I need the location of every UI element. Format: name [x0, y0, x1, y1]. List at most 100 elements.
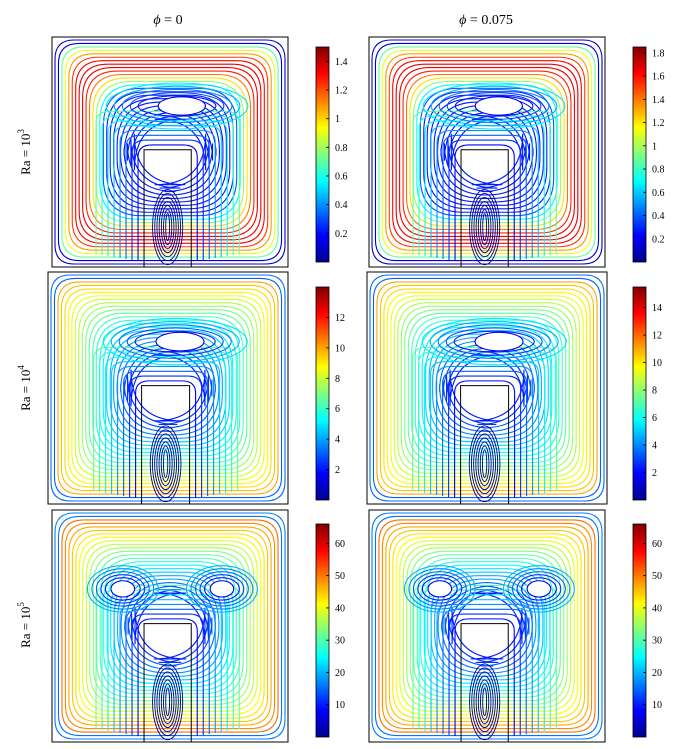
streamline-inner [163, 683, 173, 721]
panel-r2-c1: 10 20 30 40 50 60 [368, 509, 662, 743]
panel-frame [368, 36, 606, 268]
streamline-outer [407, 312, 567, 464]
streamline-outer [106, 91, 234, 213]
panel-frame [47, 271, 289, 505]
streamline-inner [160, 205, 175, 250]
streamline-inner [158, 675, 177, 729]
streamline-vortex [194, 571, 249, 607]
streamline-outer [53, 277, 283, 499]
panel-background [369, 510, 605, 742]
streamline-inner [151, 429, 180, 499]
streamline-outer [89, 547, 251, 705]
streamline-u [137, 144, 198, 261]
panel-background [52, 510, 288, 742]
colorbar-tick-label: 8 [652, 386, 657, 397]
streamline-outer [123, 347, 213, 429]
row-label-base: Ra = 10 [18, 370, 33, 411]
colorbar-tick: 1 [643, 141, 657, 152]
streamline-inner [163, 209, 173, 246]
streamline-outer [442, 347, 532, 429]
colorbar-tick: 12 [643, 331, 662, 342]
colorbar-tick: 0.8 [643, 165, 665, 176]
colorbar-tick-label: 30 [652, 636, 662, 647]
streamline-outer [123, 108, 217, 196]
streamline-outer [418, 323, 556, 453]
colorbar-tick-label: 2 [335, 465, 340, 476]
colorbar-tick-label: 8 [335, 374, 340, 385]
vortex-core [157, 96, 206, 116]
streamline-outer [405, 73, 569, 231]
streamline-inner [156, 197, 179, 258]
streamline-outer [60, 284, 276, 492]
streamline-inner [158, 201, 177, 254]
colorbar-tick-label: 1.4 [335, 57, 348, 68]
colorbar-tick-label: 2 [652, 468, 657, 479]
colorbar-tick-label: 10 [652, 358, 662, 369]
streamline-outer [85, 70, 255, 234]
colorbar-gradient [315, 286, 330, 501]
colorbar-tick: 0.4 [643, 211, 665, 222]
streamline-outer [441, 582, 533, 670]
colorbar-tick: 20 [643, 668, 662, 679]
streamline-outer [54, 39, 286, 265]
streamline-inner [156, 671, 179, 733]
row-label-ra-1e4: Ra = 104 [16, 365, 33, 411]
streamline-outer [99, 557, 241, 695]
streamline-vortex [113, 85, 241, 127]
streamline-u [424, 120, 545, 256]
streamline-u [131, 139, 204, 260]
colorbar-tick-label: 0.2 [652, 234, 665, 245]
streamline-outer [404, 309, 570, 467]
streamline-outer [67, 291, 269, 485]
streamline-vortex [412, 571, 467, 607]
streamline-outer [95, 80, 245, 224]
colorbar-tick: 1 [326, 114, 340, 125]
streamline-vortex [430, 85, 558, 127]
streamline-outer [81, 305, 255, 471]
streamline-outer [439, 344, 535, 432]
panel-background [52, 37, 288, 267]
colorbar: 0.2 0.4 0.6 0.8 1 1.2 1.4 1.6 1.8 [632, 46, 665, 263]
streamline-outer [120, 344, 216, 432]
colorbar-tick: 1.4 [643, 95, 665, 106]
streamline-u [137, 618, 198, 736]
streamline-outer [71, 529, 269, 723]
streamline-inner [469, 663, 501, 741]
streamline-inner [473, 671, 496, 733]
streamline-u [448, 375, 522, 497]
streamline-vortex [134, 330, 216, 353]
streamline-outer [369, 274, 605, 502]
streamline-inner [475, 437, 494, 491]
streamline-u [123, 370, 209, 496]
colorbar-tick-label: 12 [335, 313, 345, 324]
streamlines [54, 39, 286, 266]
streamline-outer [75, 60, 265, 244]
colorbar-tick: 1.2 [326, 86, 348, 97]
streamline-inner [149, 425, 182, 503]
colorbar-tick-label: 1.6 [652, 72, 665, 83]
colorbar-tick-label: 30 [335, 636, 345, 647]
colorbar-tick: 1.4 [326, 57, 348, 68]
colorbar-tick-label: 20 [652, 668, 662, 679]
streamline-outer [444, 585, 530, 667]
colorbar-tick: 50 [643, 571, 662, 582]
streamline-outer [392, 60, 582, 244]
streamline-outer [68, 53, 272, 251]
colorbar-tick-label: 1.8 [652, 48, 665, 59]
streamline-outer [381, 522, 593, 730]
streamline-vortex [104, 577, 141, 601]
streamline-inner [468, 425, 501, 503]
streamline-outer [64, 522, 276, 730]
colorbar-tick-label: 50 [652, 571, 662, 582]
colorbar-tick-label: 4 [335, 435, 340, 446]
streamline-outer [78, 63, 262, 241]
streamline-u [448, 613, 521, 735]
streamline-inner [165, 213, 170, 242]
row-label-exponent: 3 [16, 129, 26, 134]
streamline-vortex [121, 88, 233, 124]
streamline-u [448, 139, 521, 260]
streamline-inner [162, 449, 169, 479]
colorbar-tick: 60 [326, 539, 345, 550]
colorbar-tick-label: 20 [335, 668, 345, 679]
colorbar-tick: 2 [643, 468, 657, 479]
